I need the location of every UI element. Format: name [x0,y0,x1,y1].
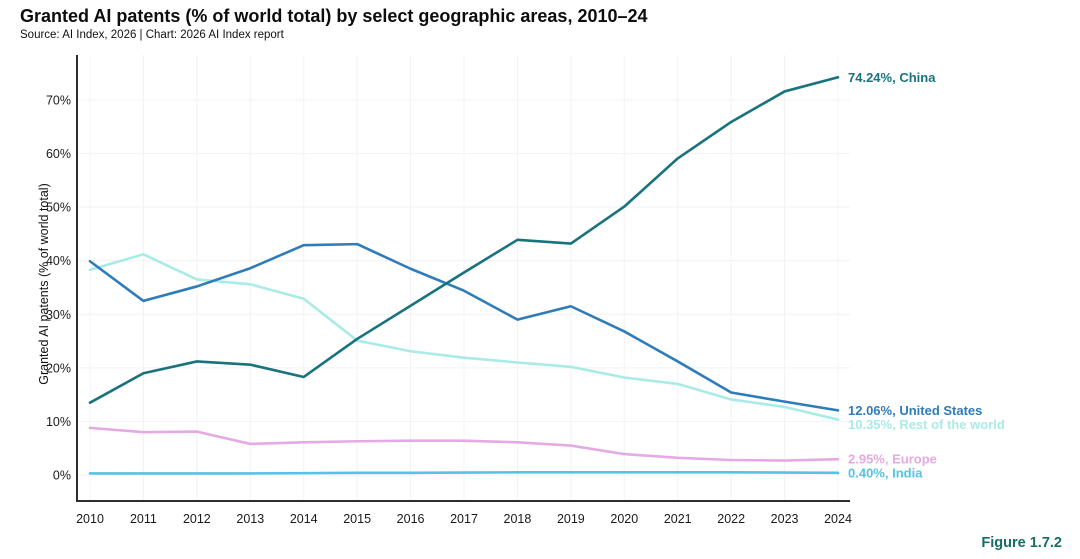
x-tick-label: 2014 [290,512,318,526]
series-end-label-china: 74.24%, China [848,70,936,85]
x-tick-label: 2011 [130,512,157,526]
series-end-label-rest-of-the-world: 10.35%, Rest of the world [848,417,1005,432]
series-end-label-europe: 2.95%, Europe [848,452,937,467]
y-tick-label: 50% [46,201,71,215]
series-line-india [88,471,840,475]
y-tick-label: 20% [46,361,71,375]
series-end-label-united-states: 12.06%, United States [848,403,982,418]
x-tick-label: 2010 [76,512,104,526]
x-tick-label: 2012 [183,512,211,526]
y-tick-label: 0% [53,469,71,483]
x-tick-label: 2021 [664,512,692,526]
y-tick-label: 60% [46,147,71,161]
figure-label: Figure 1.7.2 [981,535,1062,551]
chart-source: Source: AI Index, 2026 | Chart: 2026 AI … [20,29,284,41]
series-end-label-india: 0.40%, India [848,466,923,481]
x-tick-label: 2015 [343,512,371,526]
chart-title: Granted AI patents (% of world total) by… [20,6,648,26]
x-tick-label: 2013 [236,512,264,526]
x-tick-label: 2016 [397,512,425,526]
y-tick-label: 30% [46,308,71,322]
x-tick-label: 2022 [717,512,745,526]
series-line-europe [88,426,840,462]
series-line-united-states [88,242,840,412]
x-tick-label: 2019 [557,512,585,526]
x-tick-label: 2024 [824,512,852,526]
x-tick-label: 2020 [610,512,638,526]
y-tick-label: 70% [46,94,71,108]
series-line-china [88,75,840,404]
x-tick-label: 2023 [771,512,799,526]
x-tick-label: 2018 [504,512,532,526]
x-tick-label: 2017 [450,512,478,526]
y-tick-label: 10% [46,415,71,429]
y-tick-label: 40% [46,254,71,268]
